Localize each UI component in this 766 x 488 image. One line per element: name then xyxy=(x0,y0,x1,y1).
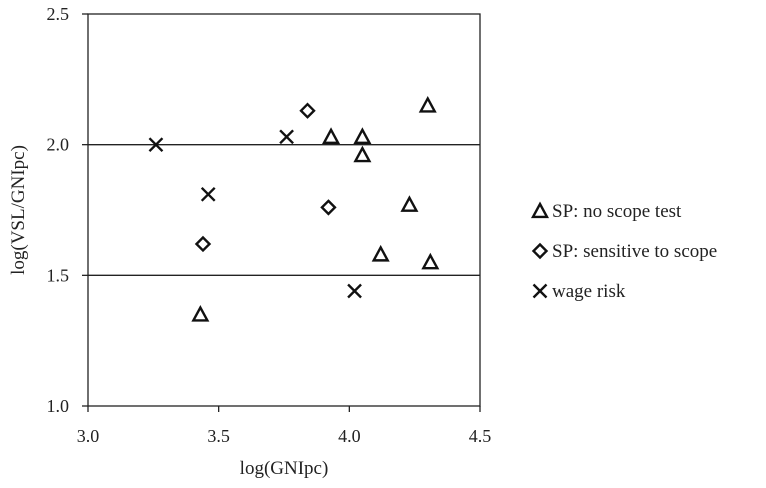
cross-data-point xyxy=(148,137,164,153)
triangle-data-point xyxy=(400,195,419,212)
legend-triangle-marker xyxy=(530,201,550,219)
plot-area-border xyxy=(87,13,481,407)
legend-cross-marker xyxy=(532,283,548,299)
reference-lines xyxy=(88,144,480,276)
axis-ticks: 3.0 3.5 4.0 4.5 1.0 1.5 2.0 2.5 xyxy=(47,4,492,446)
triangle-data-point xyxy=(421,252,440,270)
cross-stroke xyxy=(148,137,164,153)
diamond-data-point xyxy=(320,199,337,216)
legend-label: SP: sensitive to scope xyxy=(552,241,717,262)
diamond-data-point xyxy=(194,235,212,253)
triangle-data-point xyxy=(418,95,437,113)
y-tick-label: 1.0 xyxy=(47,396,70,416)
y-tick-label: 2.0 xyxy=(47,135,70,155)
legend: SP: no scope test SP: sensitive to scope w… xyxy=(530,201,717,302)
triangle-data-point xyxy=(353,127,372,144)
y-tick-label: 1.5 xyxy=(47,265,70,285)
legend-diamond-marker xyxy=(531,242,549,260)
triangle-data-point xyxy=(353,145,372,163)
plot-frame xyxy=(87,13,481,407)
cross-stroke xyxy=(200,186,216,202)
x-tick-label: 3.0 xyxy=(77,426,100,446)
y-axis-title: log(VSL/GNIpc) xyxy=(8,145,29,275)
cross-data-point xyxy=(347,283,362,299)
legend-label: wage risk xyxy=(552,281,626,302)
cross-stroke xyxy=(279,129,294,145)
triangle-data-point xyxy=(191,305,210,322)
cross-stroke xyxy=(532,283,548,299)
cross-data-point xyxy=(279,129,294,145)
diamond-data-point xyxy=(299,102,316,119)
legend-label: SP: no scope test xyxy=(552,201,682,222)
triangle-data-point xyxy=(371,244,390,262)
x-axis-title: log(GNIpc) xyxy=(240,458,329,479)
x-tick-label: 3.5 xyxy=(207,426,230,446)
triangle-data-point xyxy=(322,127,341,144)
data-points xyxy=(148,95,440,322)
cross-stroke xyxy=(347,283,362,299)
y-tick-label: 2.5 xyxy=(47,4,70,24)
cross-data-point xyxy=(200,186,216,202)
x-tick-label: 4.0 xyxy=(338,426,361,446)
x-tick-label: 4.5 xyxy=(469,426,492,446)
